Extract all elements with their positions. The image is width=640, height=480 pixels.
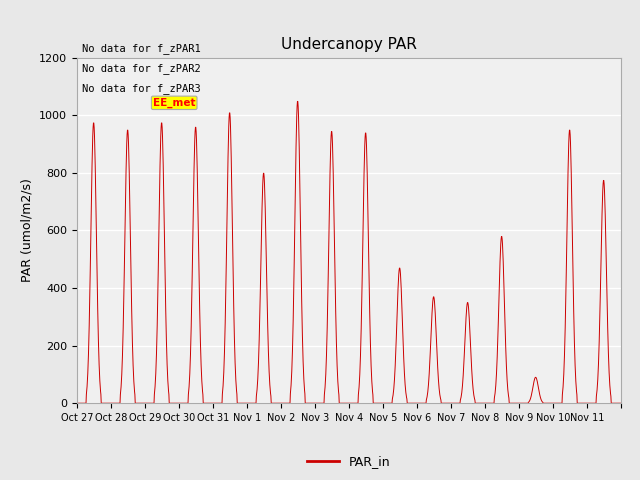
Y-axis label: PAR (umol/m2/s): PAR (umol/m2/s) [20,179,33,282]
Text: No data for f_zPAR1: No data for f_zPAR1 [82,43,201,54]
Title: Undercanopy PAR: Undercanopy PAR [281,37,417,52]
Legend: PAR_in: PAR_in [302,450,396,473]
Text: No data for f_zPAR2: No data for f_zPAR2 [82,63,201,74]
Text: No data for f_zPAR3: No data for f_zPAR3 [82,84,201,94]
Text: EE_met: EE_met [153,98,195,108]
